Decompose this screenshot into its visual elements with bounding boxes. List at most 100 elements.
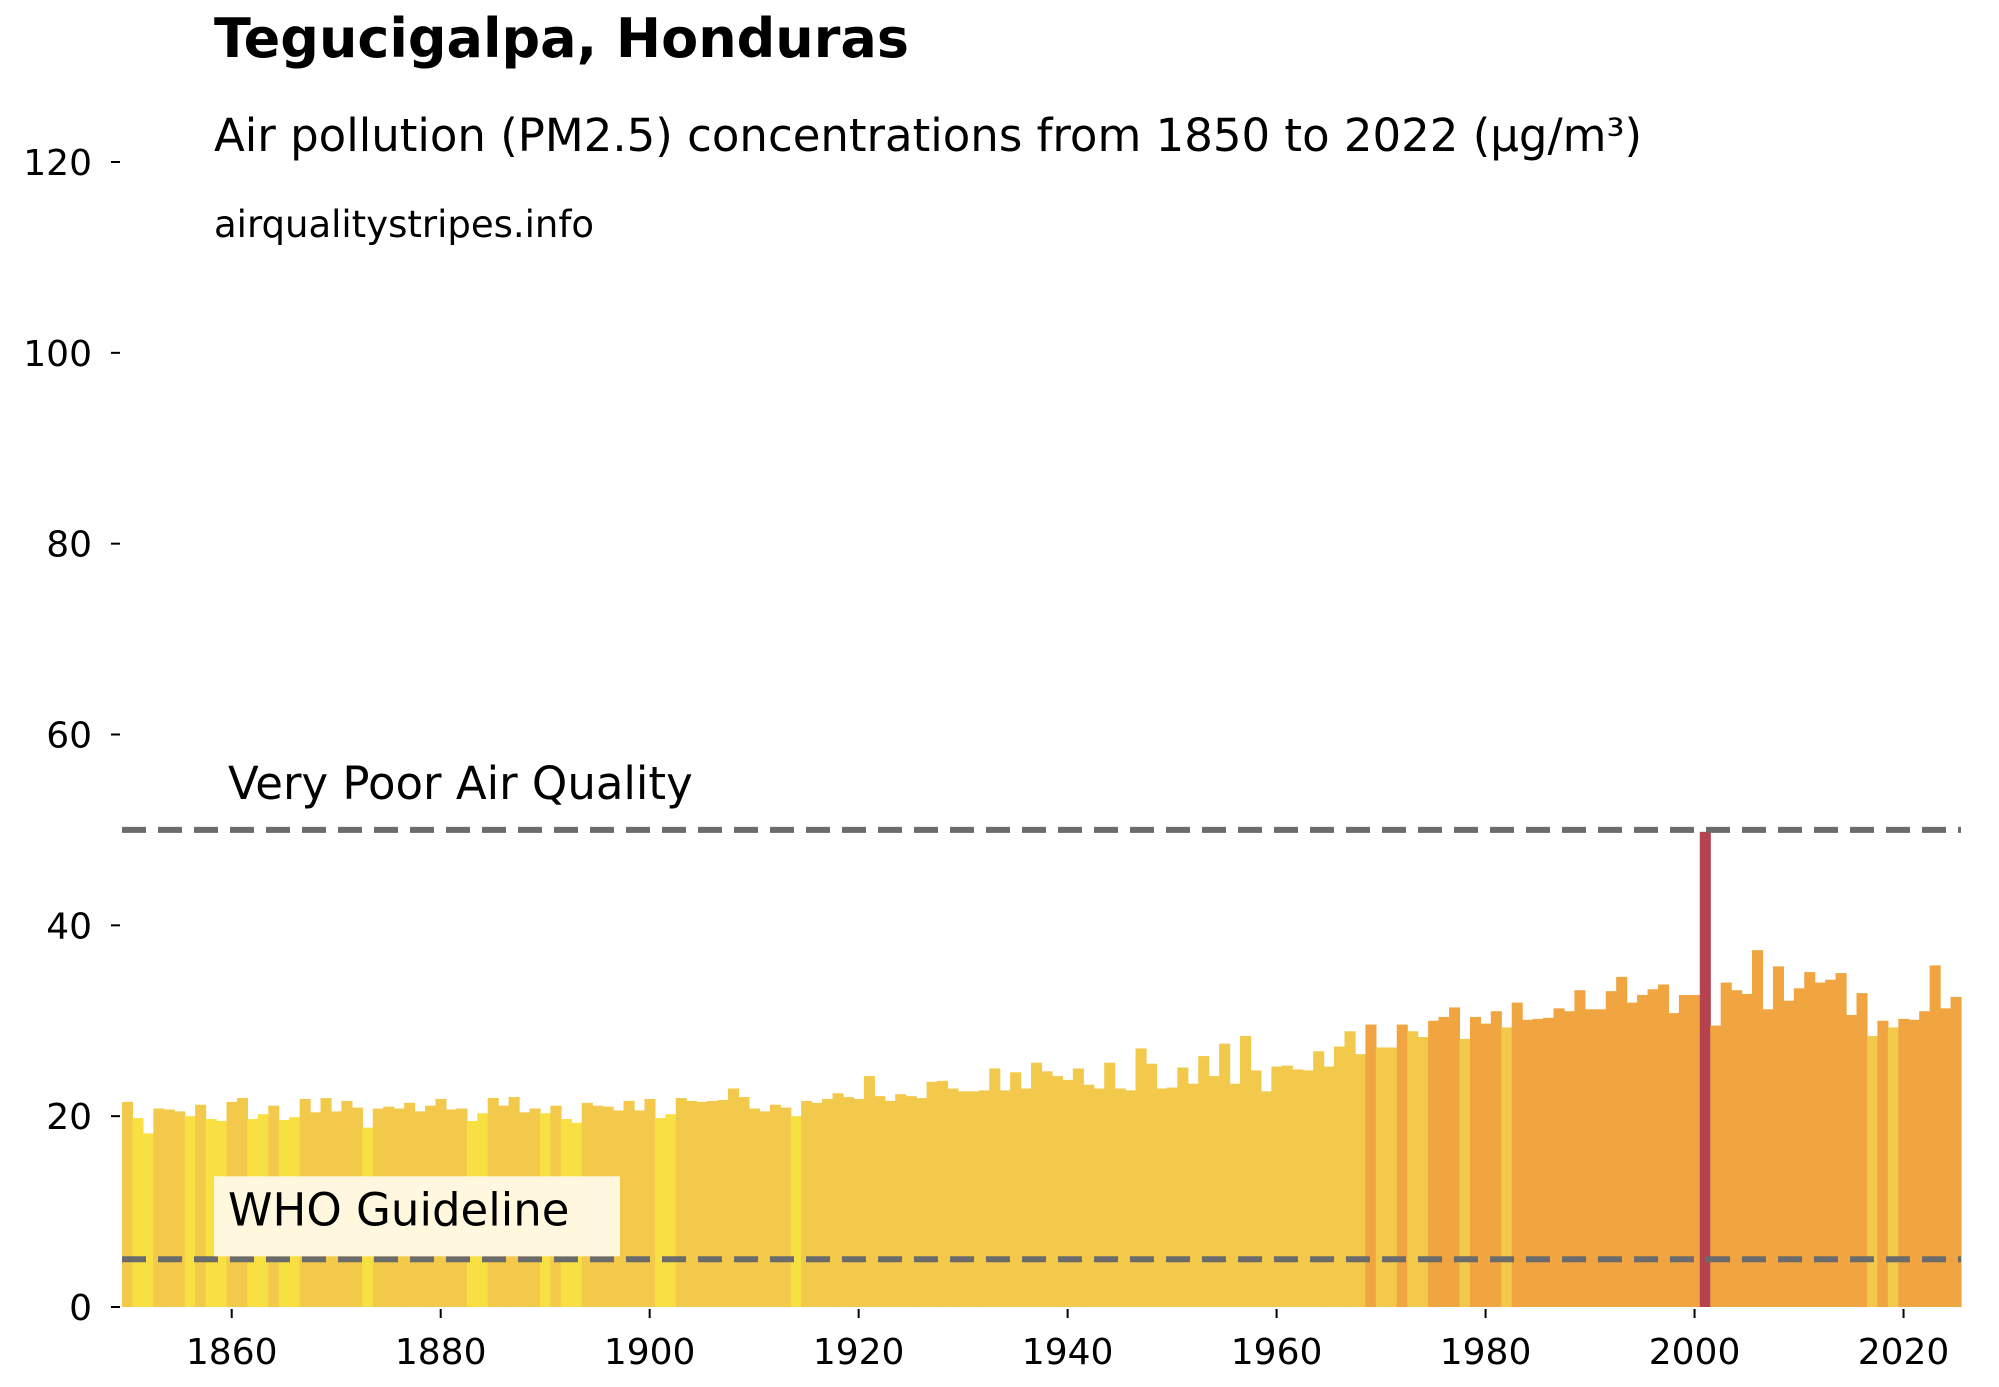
bar-1965 — [1323, 1066, 1335, 1307]
reference-lines-group: Very Poor Air Quality WHO Guideline — [122, 757, 1961, 1263]
bar-2012 — [1814, 982, 1826, 1307]
bar-2006 — [1752, 950, 1764, 1307]
bar-1926 — [916, 1098, 928, 1307]
bar-1905 — [696, 1101, 708, 1307]
bar-2020 — [1898, 1018, 1910, 1307]
x-tick-label-1860: 1860 — [186, 1332, 278, 1373]
bar-2011 — [1804, 972, 1816, 1307]
x-tick-label-2020: 2020 — [1858, 1332, 1950, 1373]
bar-1993 — [1616, 976, 1628, 1307]
bar-1964 — [1313, 1051, 1325, 1307]
bar-1917 — [822, 1098, 834, 1307]
bar-1946 — [1125, 1090, 1137, 1307]
x-tick-label-1960: 1960 — [1231, 1332, 1323, 1373]
bar-2021 — [1908, 1019, 1920, 1307]
bar-1913 — [780, 1107, 792, 1307]
bar-2014 — [1835, 973, 1847, 1307]
bar-1929 — [947, 1088, 959, 1307]
y-tick-label-100: 100 — [23, 334, 92, 375]
bar-1982 — [1501, 1027, 1513, 1307]
y-tick-label-80: 80 — [46, 525, 92, 566]
y-tick-label-40: 40 — [46, 906, 92, 947]
bar-1968 — [1354, 1054, 1367, 1307]
bar-1937 — [1031, 1062, 1043, 1307]
bar-2018 — [1877, 1020, 1889, 1307]
bar-2005 — [1741, 994, 1753, 1307]
bar-1919 — [842, 1097, 855, 1307]
bar-1984 — [1522, 1019, 1534, 1307]
bar-1976 — [1438, 1016, 1450, 1307]
bar-1985 — [1532, 1018, 1544, 1307]
bar-1956 — [1229, 1083, 1241, 1307]
reference-label-1: WHO Guideline — [228, 1183, 569, 1236]
bar-1931 — [968, 1091, 980, 1307]
bar-1921 — [863, 1076, 875, 1307]
bar-1951 — [1177, 1067, 1189, 1307]
bar-2023 — [1929, 965, 1941, 1307]
bar-1927 — [926, 1081, 938, 1307]
bar-1923 — [884, 1100, 896, 1307]
bar-1990 — [1584, 1009, 1596, 1307]
bar-1997 — [1657, 984, 1670, 1307]
bar-1850 — [122, 1101, 134, 1307]
bar-1920 — [853, 1098, 865, 1307]
bar-1950 — [1166, 1087, 1178, 1307]
bar-2003 — [1720, 982, 1732, 1307]
bar-1904 — [686, 1100, 698, 1307]
bar-1981 — [1490, 1011, 1502, 1307]
bar-1906 — [707, 1100, 719, 1307]
bar-1989 — [1574, 990, 1586, 1307]
bar-1858 — [205, 1119, 217, 1307]
bar-1994 — [1626, 1002, 1638, 1307]
bar-1969 — [1365, 1024, 1377, 1307]
bar-1988 — [1563, 1011, 1575, 1307]
bar-1974 — [1417, 1036, 1429, 1307]
bar-1996 — [1647, 989, 1659, 1307]
bar-1903 — [675, 1098, 687, 1307]
bar-2010 — [1793, 988, 1805, 1307]
bar-1941 — [1072, 1068, 1084, 1307]
x-tick-label-2000: 2000 — [1649, 1332, 1741, 1373]
bar-1980 — [1480, 1023, 1492, 1307]
bar-1992 — [1605, 991, 1617, 1307]
bar-2002 — [1710, 1025, 1722, 1307]
bar-2017 — [1866, 1036, 1879, 1307]
bar-2024 — [1940, 1008, 1952, 1307]
bar-1855 — [174, 1111, 186, 1307]
bar-1975 — [1428, 1020, 1440, 1307]
bar-1962 — [1292, 1069, 1304, 1307]
bar-1991 — [1595, 1009, 1607, 1307]
bar-1995 — [1637, 994, 1649, 1307]
bar-2007 — [1762, 1009, 1774, 1307]
bar-1952 — [1187, 1083, 1199, 1307]
bar-2009 — [1783, 1000, 1795, 1307]
bar-1961 — [1281, 1065, 1293, 1307]
reference-label-box-1 — [214, 1176, 620, 1257]
bar-1970 — [1375, 1047, 1387, 1307]
bar-2016 — [1856, 993, 1868, 1307]
bar-1998 — [1668, 1013, 1680, 1307]
bar-1943 — [1093, 1088, 1105, 1307]
bar-1972 — [1396, 1024, 1408, 1307]
bar-1908 — [728, 1088, 740, 1307]
bar-1958 — [1250, 1070, 1262, 1307]
y-tick-label-0: 0 — [69, 1288, 92, 1329]
bar-1900 — [644, 1098, 656, 1307]
bar-2004 — [1731, 990, 1743, 1307]
bar-1947 — [1135, 1048, 1147, 1307]
bar-2015 — [1846, 1015, 1858, 1307]
bar-1963 — [1302, 1070, 1314, 1307]
x-tick-label-1920: 1920 — [813, 1332, 905, 1373]
chart-subtitle: Air pollution (PM2.5) concentrations fro… — [214, 109, 1642, 162]
y-tick-label-60: 60 — [46, 716, 92, 757]
bar-2025 — [1950, 996, 1962, 1307]
bar-1932 — [978, 1090, 990, 1307]
bar-1936 — [1020, 1088, 1032, 1307]
bar-1915 — [801, 1100, 813, 1307]
bar-1999 — [1678, 994, 1690, 1307]
chart-source: airqualitystripes.info — [214, 203, 594, 246]
bar-1856 — [184, 1116, 196, 1307]
bar-2008 — [1772, 966, 1784, 1307]
bar-1944 — [1104, 1062, 1116, 1307]
